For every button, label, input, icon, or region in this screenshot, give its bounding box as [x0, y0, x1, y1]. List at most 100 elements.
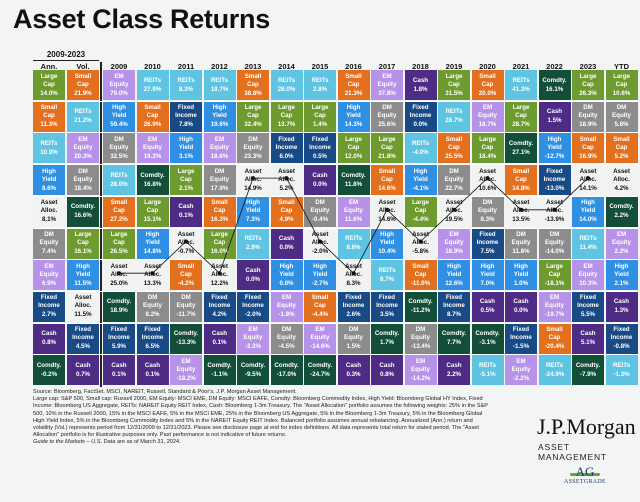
quilt-cell: Comdty. 16.8%: [136, 165, 169, 196]
return-value: 11.4%: [579, 244, 597, 251]
asset-class-label: Large Cap: [74, 231, 92, 246]
quilt-cell: Cash 0.1%: [103, 355, 135, 386]
quilt-cell: Large Cap 28.7%: [505, 101, 537, 132]
column-header: 2023: [579, 62, 597, 71]
return-value: -18.2%: [176, 374, 196, 382]
asset-class-label: Comdty.: [341, 171, 366, 179]
return-value: 28.0%: [110, 180, 128, 188]
return-value: 13.3%: [143, 279, 162, 287]
return-value: 5.1%: [580, 339, 596, 347]
return-value: 38.8%: [244, 89, 262, 97]
return-value: 27.2%: [110, 216, 128, 224]
asset-class-label: Comdty.: [374, 330, 400, 338]
return-value: 12.0%: [344, 152, 363, 160]
return-value: 21.9%: [74, 89, 92, 97]
quilt-cell: Asset Alloc. 8.1%: [33, 196, 65, 227]
quilt-cell: Fixed Income -1.5%: [505, 323, 537, 354]
asset-class-label: Large Cap: [177, 167, 195, 183]
return-value: 18.7%: [478, 121, 497, 129]
return-value: -2.0%: [244, 311, 262, 319]
asset-class-label: EM Equity: [612, 231, 631, 246]
quilt-cell: High Yield 7.0%: [471, 260, 504, 291]
asset-class-label: Large Cap: [613, 72, 630, 88]
quilt-cell: Fixed Income 0.5%: [304, 133, 336, 164]
asset-class-label: Cash: [312, 171, 328, 179]
quilt-cell: EM Equity 10.3%: [572, 260, 604, 291]
return-value: -5.8%: [412, 248, 429, 255]
asset-class-label: REITs: [210, 76, 229, 84]
column-header: 2017: [378, 62, 396, 71]
quilt-cell: Cash 1.8%: [404, 70, 437, 100]
quilt-cell: High Yield -12.7%: [538, 133, 571, 164]
asset-class-label: High Yield: [346, 104, 361, 120]
asset-class-label: EM Equity: [143, 135, 162, 151]
column-header: Ann.: [40, 62, 58, 71]
asset-class-label: Cash: [546, 108, 563, 116]
asset-class-label: Cash: [144, 361, 161, 369]
asset-class-label: High Yield: [513, 262, 529, 278]
return-value: 2.6%: [346, 311, 361, 319]
quilt-cell: DM Equity 1.5%: [337, 323, 370, 354]
return-value: 26.5%: [110, 248, 128, 255]
asset-class-label: REITs: [311, 76, 329, 84]
return-value: -4.0%: [412, 148, 429, 156]
return-value: 7.0%: [480, 279, 495, 287]
asset-class-label: REITs: [177, 76, 195, 84]
asset-class-label: REITs: [445, 108, 463, 116]
quilt-cell: REITs -4.0%: [404, 133, 437, 164]
asset-class-label: Comdty.: [475, 330, 500, 338]
quilt-cell: DM Equity -14.0%: [538, 228, 571, 259]
asset-class-label: REITs: [244, 235, 262, 242]
return-value: 17.9%: [210, 184, 229, 192]
asset-class-label: High Yield: [580, 199, 596, 215]
quilt-cell: Comdty. -13.3%: [170, 323, 202, 354]
return-value: 8.7%: [446, 311, 462, 319]
quilt-cell: High Yield 0.0%: [270, 260, 303, 291]
asset-class-label: Comdty.: [173, 330, 199, 338]
quilt-cell: Cash 0.0%: [270, 228, 303, 259]
quilt-cell: Fixed Income -13.0%: [538, 165, 571, 196]
return-value: 13.7%: [277, 121, 296, 129]
quilt-cell: Large Cap 15.1%: [136, 196, 169, 227]
asset-class-label: Large Cap: [579, 72, 597, 88]
asset-class-label: Fixed Income: [72, 326, 94, 342]
asset-class-label: DM Equity: [143, 294, 162, 310]
quilt-cell: DM Equity 25.6%: [371, 101, 403, 132]
asset-class-label: Small Cap: [40, 104, 58, 120]
return-value: 27.9%: [143, 85, 162, 93]
return-value: -1.5%: [512, 343, 530, 351]
quilt-cell: EM Equity 18.6%: [203, 133, 236, 164]
return-value: 11.6%: [344, 216, 363, 224]
quilt-cell: Comdty. -11.2%: [404, 291, 437, 322]
return-value: 14.1%: [579, 184, 597, 192]
asset-class-label: Fixed Income: [309, 135, 331, 151]
return-value: 26.3%: [579, 89, 597, 97]
quilt-cell: DM Equity 8.2%: [136, 291, 169, 322]
return-value: 19.7%: [210, 85, 229, 93]
asset-class-label: DM Equity: [545, 231, 564, 246]
quilt-cell: Small Cap 4.9%: [270, 196, 303, 227]
quilt-cell: Small Cap 5.2%: [605, 133, 638, 164]
return-value: -0.4%: [311, 216, 329, 224]
asset-class-label: Fixed Income: [376, 294, 398, 310]
return-value: 2.8%: [312, 85, 328, 93]
return-value: -4.4%: [311, 311, 329, 319]
quilt-cell: EM Equity 6.9%: [33, 260, 65, 291]
quilt-cell: EM Equity -2.2%: [505, 355, 537, 386]
quilt-cell: Small Cap 25.5%: [438, 133, 470, 164]
quilt-cell: Cash 1.3%: [605, 291, 638, 322]
return-value: -11.0%: [410, 279, 431, 287]
asset-class-label: EM Equity: [377, 72, 397, 88]
return-value: 3.5%: [379, 311, 395, 319]
return-value: 25.6%: [378, 121, 396, 129]
return-value: 27.1%: [512, 148, 530, 156]
quilt-cell: High Yield 11.5%: [67, 260, 99, 291]
quilt-cell: Comdty. -3.1%: [471, 323, 504, 354]
asset-class-label: Comdty.: [70, 203, 96, 211]
return-value: 8.3%: [480, 216, 495, 224]
return-value: 14.3%: [344, 121, 363, 129]
quilt-cell: REITs -5.1%: [471, 355, 504, 386]
asset-class-label: High Yield: [111, 104, 127, 120]
quilt-cell: Comdty. -24.7%: [304, 355, 336, 386]
